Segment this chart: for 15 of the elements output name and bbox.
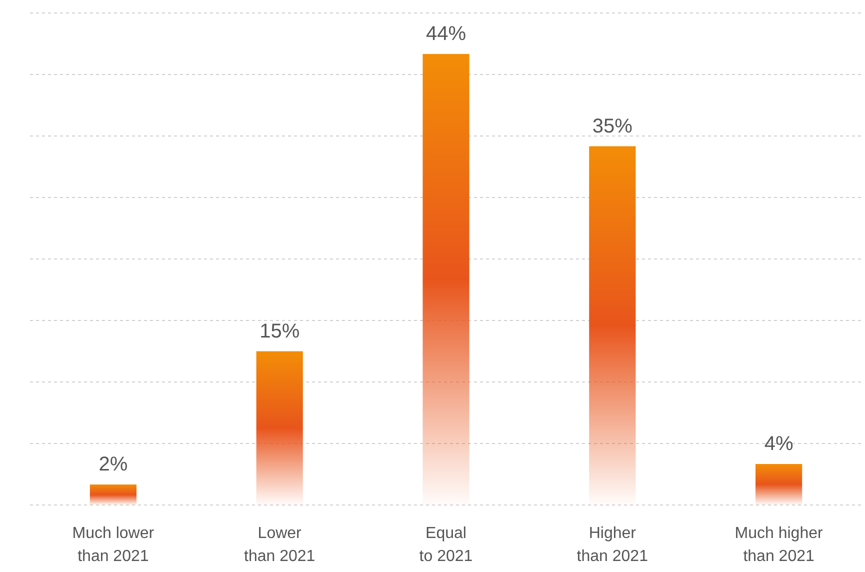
data-label: 35% [592, 115, 633, 138]
x-tick-label: Higher than 2021 [576, 525, 648, 565]
bar [256, 351, 303, 505]
x-tick-label: Lower than 2021 [244, 525, 316, 565]
x-tick-label: Much lower than 2021 [72, 525, 155, 565]
x-tick-label: Much higher than 2021 [734, 525, 824, 565]
data-label: 4% [764, 433, 794, 455]
x-tick-label: Equal to 2021 [419, 525, 473, 565]
data-label: 15% [260, 320, 300, 342]
data-label: 2% [98, 454, 128, 476]
bar [90, 484, 136, 505]
bar [422, 54, 470, 505]
data-label: 44% [426, 23, 466, 45]
bar [589, 146, 636, 505]
bar [756, 464, 802, 505]
